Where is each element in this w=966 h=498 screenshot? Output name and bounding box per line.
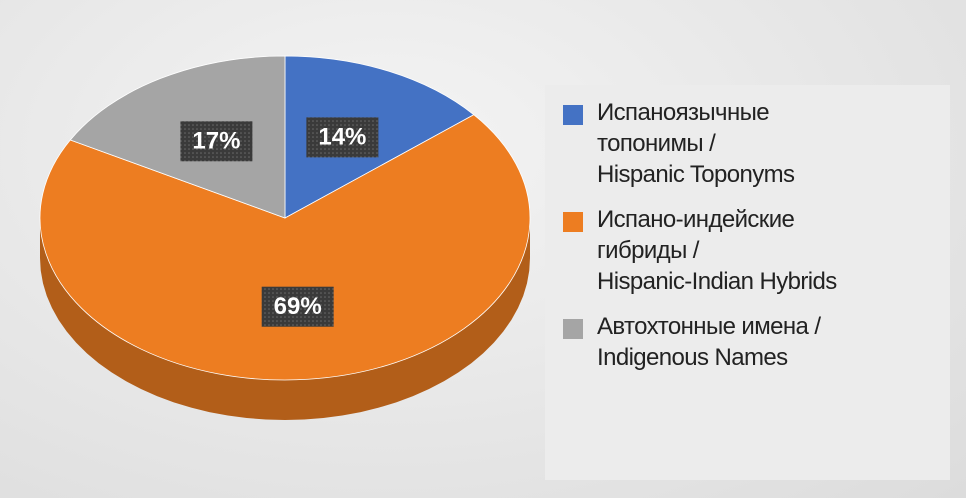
legend: Испаноязычные топонимы / Hispanic Topony… — [545, 85, 950, 480]
value-label-box — [306, 117, 379, 158]
slice-side — [40, 218, 530, 420]
legend-swatch — [563, 105, 583, 125]
legend-label: Испано-индейские гибриды / Hispanic-Indi… — [597, 206, 837, 295]
value-label: 14% — [318, 124, 366, 151]
slice-top — [69, 55, 286, 219]
slice — [39, 114, 531, 420]
legend-item: Испано-индейские гибриды / Hispanic-Indi… — [563, 204, 950, 297]
legend-label: Испаноязычные топонимы / Hispanic Topony… — [597, 99, 795, 188]
slice — [284, 55, 475, 219]
slice-top — [284, 55, 475, 219]
legend-item: Автохтонные имена / Indigenous Names — [563, 311, 950, 373]
value-label: 17% — [192, 128, 240, 155]
legend-swatch — [563, 319, 583, 339]
value-label-box — [261, 286, 334, 327]
legend-swatch — [563, 212, 583, 232]
legend-item: Испаноязычные топонимы / Hispanic Topony… — [563, 97, 950, 190]
slice — [69, 55, 286, 219]
value-label: 69% — [274, 293, 322, 320]
slice-top — [39, 114, 531, 381]
legend-label: Автохтонные имена / Indigenous Names — [597, 313, 821, 371]
value-label-box — [180, 121, 253, 162]
